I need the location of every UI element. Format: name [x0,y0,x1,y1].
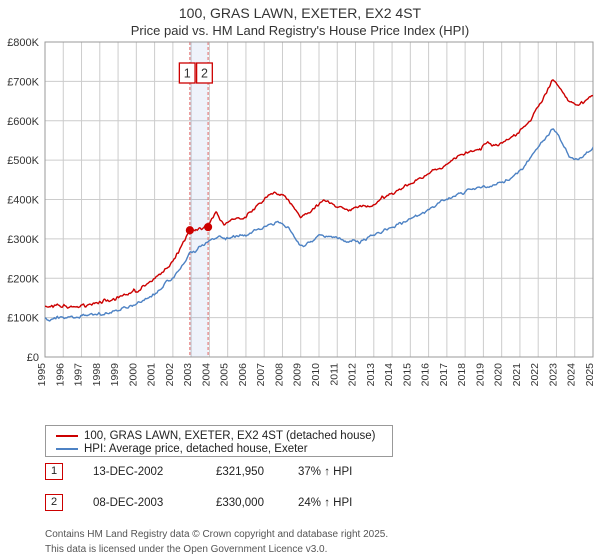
svg-text:2020: 2020 [493,363,505,387]
svg-text:£600K: £600K [7,116,39,128]
svg-text:1995: 1995 [36,363,48,387]
svg-text:£100K: £100K [7,313,39,325]
svg-text:1998: 1998 [91,363,103,387]
svg-text:£700K: £700K [7,76,39,88]
svg-text:£300K: £300K [7,234,39,246]
svg-text:2019: 2019 [474,363,486,387]
svg-text:2: 2 [201,67,208,81]
svg-text:1: 1 [184,67,191,81]
svg-text:2016: 2016 [420,363,432,387]
svg-text:2009: 2009 [292,363,304,387]
svg-text:2006: 2006 [237,363,249,387]
svg-text:£800K: £800K [7,37,39,49]
svg-text:1999: 1999 [109,363,121,387]
svg-text:2025: 2025 [584,363,596,387]
svg-text:2000: 2000 [127,363,139,387]
svg-text:£200K: £200K [7,273,39,285]
svg-text:2003: 2003 [182,363,194,387]
svg-text:2004: 2004 [200,363,212,387]
svg-text:£500K: £500K [7,155,39,167]
svg-text:2001: 2001 [146,363,158,387]
svg-text:£400K: £400K [7,195,39,207]
svg-text:2021: 2021 [511,363,523,387]
svg-text:2022: 2022 [529,363,541,387]
svg-text:2005: 2005 [219,363,231,387]
svg-text:2013: 2013 [365,363,377,387]
svg-text:2018: 2018 [456,363,468,387]
svg-text:2008: 2008 [273,363,285,387]
svg-text:2014: 2014 [383,363,395,387]
svg-text:2012: 2012 [347,363,359,387]
svg-text:2023: 2023 [547,363,559,387]
svg-text:2007: 2007 [255,363,267,387]
svg-text:2010: 2010 [310,363,322,387]
svg-text:1997: 1997 [73,363,85,387]
svg-text:2015: 2015 [401,363,413,387]
svg-text:2017: 2017 [438,363,450,387]
svg-text:2002: 2002 [164,363,176,387]
svg-text:2024: 2024 [566,363,578,387]
svg-text:£0: £0 [27,352,39,364]
svg-text:1996: 1996 [54,363,66,387]
svg-text:2011: 2011 [328,363,340,386]
